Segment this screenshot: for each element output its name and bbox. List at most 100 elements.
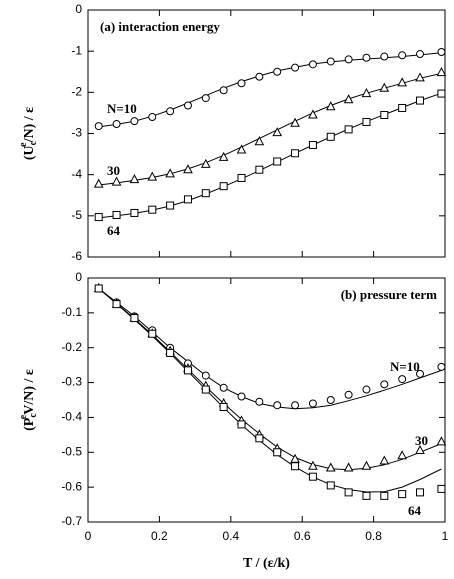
y-tick-label: -0.6: [61, 479, 82, 493]
marker: [148, 205, 157, 214]
y-axis-label-part: (P: [22, 417, 37, 431]
marker: [291, 63, 300, 72]
marker: [398, 490, 407, 499]
marker: [308, 60, 317, 69]
marker: [93, 178, 104, 188]
fit-line: [98, 288, 442, 493]
plot-frame: [87, 9, 446, 258]
marker: [147, 171, 158, 181]
y-tick-label: -0.7: [61, 514, 82, 528]
marker: [344, 390, 353, 399]
panel-title: (a) interaction energy: [100, 19, 220, 34]
marker: [437, 362, 446, 371]
marker: [255, 434, 264, 443]
marker: [308, 109, 318, 119]
marker: [361, 460, 372, 470]
y-axis-label-part: c: [28, 140, 39, 145]
marker: [398, 51, 407, 60]
marker: [201, 385, 210, 394]
y-tick-label: -0.1: [61, 305, 82, 319]
marker: [219, 402, 228, 411]
marker: [416, 369, 425, 378]
marker: [94, 122, 103, 131]
marker: [129, 174, 140, 184]
marker: [273, 448, 282, 457]
marker: [326, 57, 335, 66]
plot-frame: [87, 277, 446, 523]
marker: [112, 211, 121, 220]
y-axis-label-part: e: [18, 142, 29, 147]
marker: [183, 195, 192, 204]
marker: [397, 77, 407, 87]
marker: [344, 125, 353, 134]
marker: [148, 113, 157, 122]
marker: [201, 189, 210, 198]
marker: [219, 383, 228, 392]
fit-line: [98, 288, 442, 410]
marker: [436, 436, 447, 446]
marker: [219, 86, 228, 95]
marker: [130, 314, 139, 323]
marker: [236, 144, 247, 154]
marker: [255, 72, 264, 81]
marker: [291, 149, 300, 158]
y-tick-label: -0.2: [61, 340, 82, 354]
y-tick-label: -0.4: [61, 410, 82, 424]
series-label: N=10: [107, 101, 137, 116]
y-tick-label: -6: [71, 249, 82, 263]
y-tick-label: -5: [71, 208, 82, 222]
y-tick-label: -1: [71, 43, 82, 57]
marker: [437, 47, 446, 56]
marker: [326, 396, 335, 404]
series-label: N=10: [390, 359, 420, 374]
marker: [237, 79, 246, 88]
marker: [201, 371, 210, 380]
marker: [437, 89, 446, 98]
x-tick-label: 0: [85, 529, 92, 543]
marker: [380, 110, 389, 119]
marker: [416, 50, 425, 59]
x-tick-label: 1: [442, 529, 449, 543]
marker: [362, 53, 371, 62]
y-axis-label: (Uce/N) / ε: [18, 107, 39, 160]
marker: [416, 488, 425, 497]
y-tick-label: -3: [71, 126, 82, 140]
y-tick-label: 0: [75, 270, 82, 284]
marker: [436, 67, 447, 77]
marker: [112, 300, 121, 309]
y-tick-label: -2: [71, 85, 82, 99]
marker: [130, 117, 139, 126]
y-tick-label: 0: [75, 2, 82, 16]
series-label: 64: [107, 223, 121, 238]
panel-title: (b) pressure term: [341, 287, 437, 302]
marker: [183, 101, 192, 110]
marker: [308, 460, 318, 470]
x-tick-label: 0.2: [151, 529, 168, 543]
marker: [148, 329, 157, 338]
marker: [380, 52, 389, 61]
series-label: 64: [408, 503, 422, 518]
marker: [111, 176, 122, 186]
marker: [200, 158, 211, 168]
marker: [415, 444, 425, 455]
marker: [398, 103, 407, 112]
marker: [183, 366, 192, 375]
marker: [415, 72, 425, 82]
marker: [308, 141, 317, 150]
fit-line: [98, 92, 442, 219]
marker: [272, 127, 283, 137]
marker: [308, 472, 317, 481]
y-tick-label: -0.3: [61, 375, 82, 389]
marker: [379, 82, 390, 92]
y-axis-label-part: e: [18, 414, 29, 419]
marker: [343, 94, 354, 104]
marker: [255, 397, 264, 406]
marker: [255, 165, 264, 174]
fit-line: [98, 72, 442, 186]
marker: [362, 117, 371, 126]
panel: 0-0.1-0.2-0.3-0.4-0.5-0.6-0.70 0.2 0.4 0.6 0…: [18, 270, 448, 571]
marker: [273, 157, 282, 166]
marker: [325, 462, 336, 472]
marker: [437, 484, 446, 493]
